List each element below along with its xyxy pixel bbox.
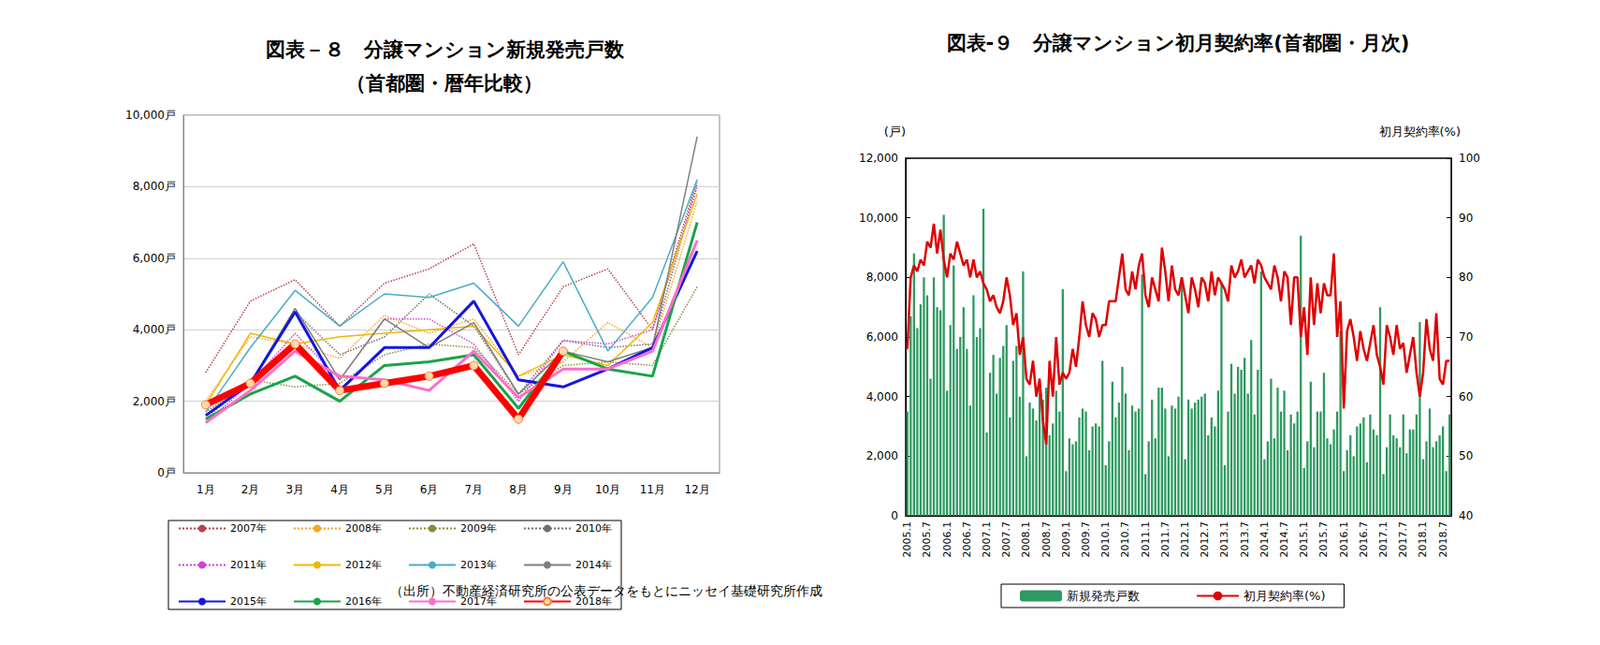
svg-text:6,000戸: 6,000戸 — [132, 251, 176, 265]
svg-text:2018.1: 2018.1 — [1416, 521, 1429, 558]
svg-text:2009.7: 2009.7 — [1079, 521, 1092, 558]
svg-text:2012.7: 2012.7 — [1198, 521, 1211, 558]
svg-text:2006.7: 2006.7 — [960, 521, 974, 558]
svg-text:80: 80 — [1458, 270, 1473, 284]
svg-text:2017年: 2017年 — [460, 595, 497, 608]
svg-text:6月: 6月 — [420, 482, 439, 496]
svg-text:12月: 12月 — [683, 482, 710, 496]
svg-text:0戸: 0戸 — [157, 465, 176, 480]
svg-text:2005.1: 2005.1 — [901, 521, 914, 558]
svg-text:2007年: 2007年 — [230, 522, 267, 535]
svg-text:2009年: 2009年 — [460, 522, 497, 535]
svg-text:100: 100 — [1458, 151, 1481, 165]
svg-text:2,000: 2,000 — [866, 449, 899, 463]
svg-text:70: 70 — [1458, 330, 1473, 344]
svg-text:2011.1: 2011.1 — [1139, 521, 1152, 558]
svg-text:(戸): (戸) — [884, 124, 906, 139]
svg-text:2012.1: 2012.1 — [1178, 521, 1192, 558]
svg-text:50: 50 — [1458, 449, 1473, 463]
svg-text:2014.7: 2014.7 — [1278, 521, 1291, 558]
svg-text:0: 0 — [890, 509, 899, 523]
svg-text:11月: 11月 — [640, 482, 666, 496]
svg-text:2005.7: 2005.7 — [920, 521, 933, 558]
svg-text:60: 60 — [1458, 390, 1473, 404]
svg-text:2016.1: 2016.1 — [1338, 521, 1351, 558]
svg-text:初月契約率(%): 初月契約率(%) — [1243, 588, 1326, 603]
svg-text:2017.7: 2017.7 — [1396, 521, 1410, 558]
svg-text:9月: 9月 — [553, 482, 573, 496]
svg-text:2008.7: 2008.7 — [1040, 521, 1053, 558]
svg-text:2009.1: 2009.1 — [1060, 521, 1073, 558]
svg-text:2015.1: 2015.1 — [1297, 521, 1310, 558]
svg-text:8,000戸: 8,000戸 — [132, 179, 176, 193]
svg-text:2007.1: 2007.1 — [980, 521, 993, 558]
svg-text:5月: 5月 — [375, 482, 394, 496]
svg-text:7月: 7月 — [465, 482, 484, 496]
svg-text:（出所）不動産経済研究所の公表データをもとにニッセイ基礎研究: （出所）不動産経済研究所の公表データをもとにニッセイ基礎研究所作成 — [390, 582, 823, 598]
svg-text:2008.1: 2008.1 — [1019, 521, 1033, 558]
svg-text:2015年: 2015年 — [230, 595, 267, 608]
svg-text:2012年: 2012年 — [345, 558, 382, 571]
svg-text:2018.7: 2018.7 — [1437, 521, 1450, 558]
svg-text:2013.1: 2013.1 — [1218, 521, 1231, 558]
svg-text:2011年: 2011年 — [230, 558, 267, 571]
svg-text:初月契約率(%): 初月契約率(%) — [1379, 124, 1462, 139]
svg-text:10,000戸: 10,000戸 — [125, 108, 176, 122]
svg-text:2011.7: 2011.7 — [1159, 521, 1172, 558]
svg-text:2007.7: 2007.7 — [1000, 521, 1013, 558]
svg-text:（首都圏・暦年比較）: （首都圏・暦年比較） — [346, 72, 543, 95]
svg-text:2013年: 2013年 — [460, 558, 497, 571]
svg-text:2016.7: 2016.7 — [1357, 521, 1370, 558]
svg-text:2018年: 2018年 — [575, 595, 612, 608]
svg-text:4,000: 4,000 — [866, 390, 899, 404]
svg-text:2月: 2月 — [241, 482, 261, 496]
svg-text:2016年: 2016年 — [345, 595, 382, 608]
svg-text:12,000: 12,000 — [858, 151, 899, 165]
svg-text:2014.1: 2014.1 — [1258, 521, 1271, 558]
svg-text:2013.7: 2013.7 — [1238, 521, 1251, 558]
svg-text:2010.7: 2010.7 — [1119, 521, 1132, 558]
svg-text:3月: 3月 — [286, 482, 306, 496]
svg-text:2010年: 2010年 — [575, 522, 612, 535]
svg-text:4,000戸: 4,000戸 — [132, 322, 176, 336]
svg-text:2006.1: 2006.1 — [941, 521, 954, 558]
svg-text:図表－８ 分譲マンション新規発売戸数: 図表－８ 分譲マンション新規発売戸数 — [265, 38, 626, 61]
svg-text:新規発売戸数: 新規発売戸数 — [1066, 588, 1140, 603]
svg-text:2017.1: 2017.1 — [1377, 521, 1390, 558]
svg-text:2008年: 2008年 — [345, 522, 382, 535]
svg-text:1月: 1月 — [196, 482, 216, 496]
svg-text:10月: 10月 — [595, 482, 621, 496]
svg-text:図表-９ 分譲マンション初月契約率(首都圏・月次): 図表-９ 分譲マンション初月契約率(首都圏・月次) — [946, 31, 1411, 55]
svg-text:10,000: 10,000 — [858, 211, 899, 225]
svg-text:6,000: 6,000 — [866, 330, 899, 344]
svg-text:2,000戸: 2,000戸 — [132, 394, 176, 408]
svg-text:4月: 4月 — [330, 482, 350, 496]
svg-text:90: 90 — [1458, 211, 1473, 225]
svg-text:8,000: 8,000 — [866, 270, 899, 284]
svg-text:2015.7: 2015.7 — [1317, 521, 1330, 558]
svg-text:2010.1: 2010.1 — [1099, 521, 1112, 558]
svg-text:2014年: 2014年 — [575, 558, 612, 571]
svg-text:8月: 8月 — [509, 482, 528, 496]
svg-text:40: 40 — [1458, 509, 1473, 523]
